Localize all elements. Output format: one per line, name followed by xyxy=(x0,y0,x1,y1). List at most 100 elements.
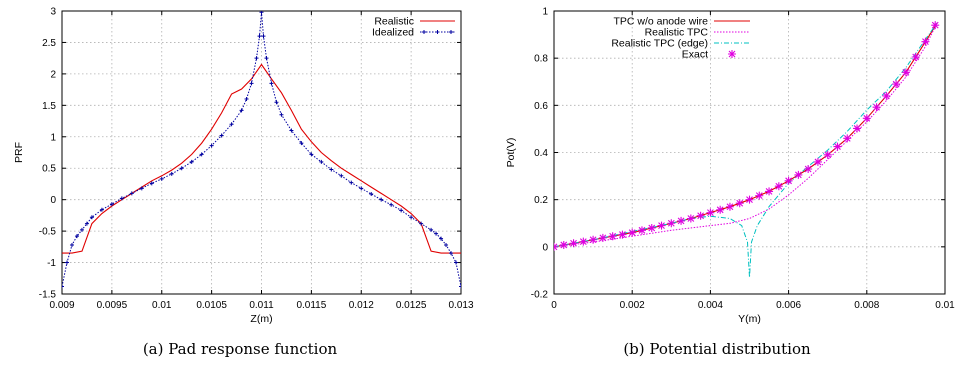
a-series-idealized-point xyxy=(399,208,404,213)
b-series-exact-point xyxy=(882,91,891,100)
b-series-exact-point xyxy=(589,235,598,244)
b-series-exact-point xyxy=(677,216,686,225)
b-series-exact-point xyxy=(862,114,871,123)
a-y-tick-label: -1 xyxy=(47,258,56,269)
b-series-exact-point xyxy=(921,37,930,46)
a-x-tick-label: 0.0125 xyxy=(396,300,427,311)
b-series-exact-point xyxy=(872,103,881,112)
a-x-tick-label: 0.009 xyxy=(49,300,74,311)
b-y-tick-label: 1 xyxy=(542,7,548,18)
a-y-tick-label: 0.5 xyxy=(42,164,56,175)
a-series-idealized-point xyxy=(379,197,384,202)
a-series-idealized-point xyxy=(319,159,324,164)
b-x-tick-label: 0 xyxy=(551,300,557,311)
a-caption: (a) Pad response function xyxy=(143,340,338,358)
b-series-exact-point xyxy=(901,68,910,77)
b-series-realistic-tpc-legend-label: Realistic TPC xyxy=(645,27,709,39)
a-series-idealized-point xyxy=(434,231,439,236)
a-series-idealized-point xyxy=(99,207,104,212)
b-series-exact-point xyxy=(706,208,715,217)
a-series-idealized-point xyxy=(62,284,64,289)
b-y-tick-label: 0.6 xyxy=(534,101,548,112)
a-x-tick-label: 0.01 xyxy=(152,300,172,311)
a-series-idealized-legend-marker xyxy=(435,30,440,34)
b-x-tick-label: 0.006 xyxy=(776,300,801,311)
b-series-exact-point xyxy=(608,232,617,241)
a-series-idealized-point xyxy=(449,251,454,256)
a-series-idealized-point xyxy=(444,242,449,247)
a-series-idealized-point xyxy=(419,221,424,226)
b-series-exact-point xyxy=(892,80,901,89)
a-series-idealized-point xyxy=(79,227,84,232)
a-series-idealized-point xyxy=(199,152,204,157)
b-series-exact-point xyxy=(794,170,803,179)
a-series-idealized-point xyxy=(409,215,414,220)
b-y-tick-label: -0.2 xyxy=(531,290,549,301)
a-series-idealized-point xyxy=(439,236,444,241)
a-x-tick-label: 0.0105 xyxy=(196,300,227,311)
b-y-tick-label: 0.4 xyxy=(534,148,548,159)
b-series-realistic-tpc-edge-line xyxy=(554,22,938,278)
a-series-idealized-point xyxy=(329,167,334,172)
b-series-exact-point xyxy=(931,21,940,30)
b-series-exact-point xyxy=(598,233,607,242)
b-series-exact-point xyxy=(765,187,774,196)
a-series-idealized-point xyxy=(459,284,461,289)
a-series-idealized-point xyxy=(69,242,74,247)
b-x-tick-label: 0.008 xyxy=(854,300,879,311)
a-series-idealized-point xyxy=(269,81,274,86)
b-series-exact-point xyxy=(716,205,725,214)
a-y-tick-label: 1.5 xyxy=(42,101,56,112)
a-x-tick-label: 0.011 xyxy=(249,300,274,311)
a-series-idealized-point xyxy=(209,143,214,148)
a-y-tick-label: -0.5 xyxy=(39,227,57,238)
b-series-exact-point xyxy=(843,134,852,143)
a-x-tick-label: 0.0095 xyxy=(97,300,128,311)
b-plot-area xyxy=(554,21,940,278)
a-series-idealized-point xyxy=(229,122,234,127)
a-series-idealized-point xyxy=(189,159,194,164)
a-series-idealized-point xyxy=(249,81,254,86)
a-series-idealized-point xyxy=(139,186,144,191)
a-series-realistic-legend-label: Realistic xyxy=(374,16,414,28)
a-series-idealized-point xyxy=(89,215,94,220)
a-series-idealized-point xyxy=(244,97,249,102)
a-series-idealized-point xyxy=(129,191,134,196)
a-series-idealized-point xyxy=(369,192,374,197)
a-series-idealized-point xyxy=(429,227,434,232)
a-series-idealized-point xyxy=(219,133,224,138)
a-series-idealized-point xyxy=(257,34,262,39)
a-series-idealized-legend-label: Idealized xyxy=(372,27,414,39)
a-series-idealized-point xyxy=(454,260,459,265)
a-series-idealized-legend-marker xyxy=(422,30,426,34)
b-series-exact-point xyxy=(804,165,813,174)
b-plot-frame xyxy=(553,10,946,295)
a-series-idealized-point xyxy=(179,166,184,171)
b-series-exact-legend-label: Exact xyxy=(682,49,708,61)
a-x-tick-label: 0.013 xyxy=(448,300,473,311)
b-series-realistic-tpc-line xyxy=(554,22,938,248)
b-series-exact-point xyxy=(637,226,646,235)
a-y-tick-label: 2.5 xyxy=(42,38,56,49)
a-series-idealized-point xyxy=(339,173,344,178)
b-series-exact-point xyxy=(667,219,676,228)
b-series-exact-point xyxy=(579,237,588,246)
a-series-idealized-point xyxy=(169,171,174,176)
b-series-exact-point xyxy=(813,157,822,166)
b-series-exact-point xyxy=(725,202,734,211)
b-series-exact-point xyxy=(823,150,832,159)
a-y-tick-label: 2 xyxy=(50,69,56,80)
a-series-idealized-point xyxy=(274,100,279,105)
a-x-tick-label: 0.012 xyxy=(349,300,374,311)
b-series-exact-point xyxy=(647,223,656,232)
b-series-realistic-tpc-edge-legend-label: Realistic TPC (edge) xyxy=(611,38,708,50)
a-series-idealized-point xyxy=(119,196,124,201)
b-y-tick-label: 0 xyxy=(542,242,548,253)
a-series-idealized-point xyxy=(289,128,294,133)
b-series-exact-point xyxy=(569,239,578,248)
b-series-exact-point xyxy=(833,142,842,151)
b-series-tpc-w-o-anode-wire-legend-label: TPC w/o anode wire xyxy=(613,16,708,28)
b-y-tick-label: 0.8 xyxy=(534,54,548,65)
a-series-idealized-point xyxy=(299,141,304,146)
